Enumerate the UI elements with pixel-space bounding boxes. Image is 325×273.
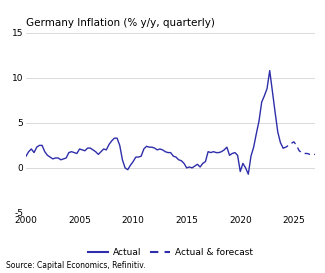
Actual & forecast (313, 153, 317, 156)
Actual (43, 150, 47, 153)
Actual & forecast (305, 152, 309, 155)
Actual (246, 173, 250, 176)
Actual & forecast (281, 146, 285, 150)
Text: Source: Capital Economics, Refinitiv.: Source: Capital Economics, Refinitiv. (6, 261, 146, 270)
Actual (222, 148, 226, 152)
Actual & forecast (289, 142, 293, 145)
Actual & forecast (294, 144, 298, 147)
Actual & forecast (300, 151, 304, 154)
Text: Germany Inflation (% y/y, quarterly): Germany Inflation (% y/y, quarterly) (26, 18, 215, 28)
Actual & forecast (297, 149, 301, 152)
Actual & forecast (311, 153, 315, 156)
Actual & forecast (292, 140, 296, 143)
Legend: Actual, Actual & forecast: Actual, Actual & forecast (85, 245, 256, 261)
Actual & forecast (308, 153, 312, 156)
Actual & forecast (284, 146, 288, 149)
Actual (24, 155, 28, 158)
Actual & forecast (303, 152, 306, 155)
Actual & forecast (287, 144, 291, 147)
Actual (91, 148, 95, 152)
Actual (281, 146, 285, 150)
Actual (153, 146, 157, 150)
Actual (171, 155, 175, 158)
Actual (268, 69, 272, 72)
Line: Actual & forecast: Actual & forecast (283, 142, 315, 155)
Line: Actual: Actual (26, 71, 283, 174)
Actual (32, 151, 36, 154)
